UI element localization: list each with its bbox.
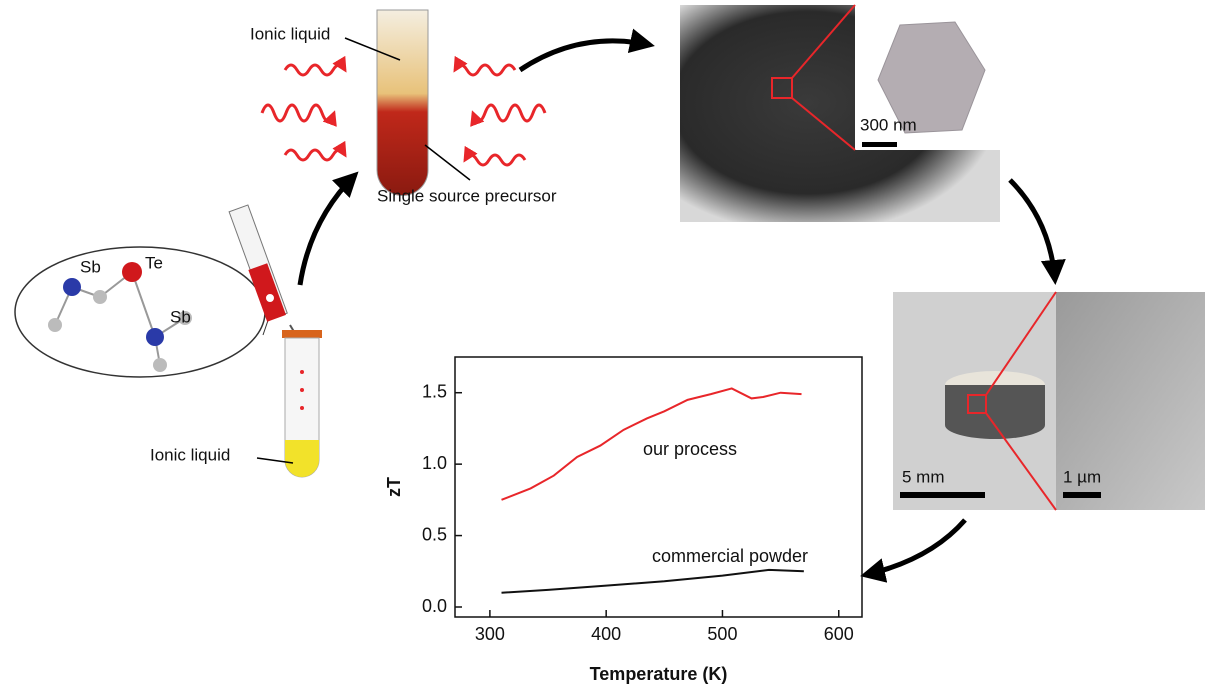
leader — [256, 457, 294, 464]
label: Ionic liquid — [250, 24, 330, 43]
pellet-photo — [893, 291, 1205, 511]
series-label: our process — [643, 439, 737, 459]
y-tick-label: 1.0 — [422, 453, 447, 473]
y-tick-label: 0.5 — [422, 524, 447, 544]
y-tick-label: 1.5 — [422, 381, 447, 401]
scale-label: 300 nm — [860, 115, 917, 134]
molecule — [14, 246, 276, 378]
powder-photo — [680, 4, 1000, 222]
syringe — [228, 204, 303, 346]
scale-label: 5 mm — [902, 467, 945, 486]
data-line — [501, 568, 804, 594]
plot-frame — [454, 356, 863, 618]
label: Single source precursor — [377, 186, 557, 205]
y-axis-label: zT — [384, 477, 404, 497]
x-tick-label: 500 — [707, 624, 737, 644]
y-tick-label: 0.0 — [422, 596, 447, 616]
reaction-tube — [376, 9, 429, 196]
scale-label: 1 µm — [1063, 467, 1101, 486]
vial — [282, 330, 322, 478]
x-axis-label: Temperature (K) — [590, 664, 728, 684]
x-tick-label: 300 — [475, 624, 505, 644]
series-label: commercial powder — [652, 546, 808, 566]
x-tick-label: 400 — [591, 624, 621, 644]
data-line — [501, 387, 802, 501]
atom-label: Te — [145, 253, 163, 272]
microwave-waves — [260, 55, 547, 167]
atom-label: Sb — [170, 307, 191, 326]
chart: 300 400 500 600 0.0 0.5 1.0 1.5 Temperature (K) z… — [384, 356, 863, 684]
label: Ionic liquid — [150, 445, 230, 464]
leader — [424, 144, 471, 181]
leader — [344, 37, 401, 61]
process-arrows — [297, 28, 1066, 583]
x-tick-label: 600 — [824, 624, 854, 644]
atom-label: Sb — [80, 257, 101, 276]
